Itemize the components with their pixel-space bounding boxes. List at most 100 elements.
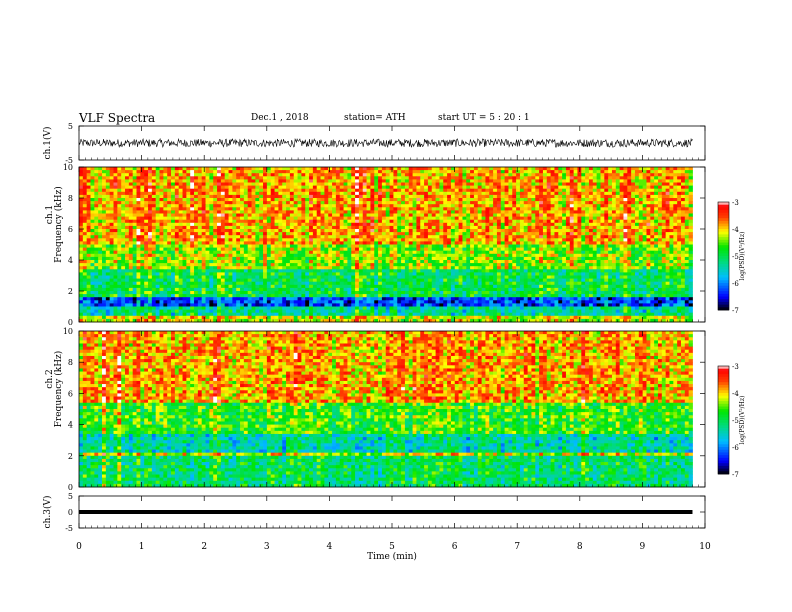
spectrogram-cell — [608, 207, 612, 211]
spectrogram-cell — [627, 241, 631, 245]
spectrogram-cell — [382, 173, 386, 177]
spectrogram-cell — [493, 179, 497, 183]
spectrogram-cell — [282, 214, 286, 218]
spectrogram-cell — [137, 173, 141, 177]
spectrogram-cell — [175, 179, 179, 183]
spectrogram-cell — [190, 245, 194, 249]
spectrogram-cell — [489, 192, 493, 196]
spectrogram-cell — [658, 251, 662, 255]
spectrogram-cell — [186, 186, 190, 190]
spectrogram-cell — [547, 170, 551, 174]
spectrogram-cell — [570, 220, 574, 224]
spectrogram-cell — [236, 235, 240, 239]
spectrogram-cell — [87, 201, 91, 205]
spectrogram-cell — [278, 260, 282, 264]
spectrogram-cell — [501, 241, 505, 245]
spectrogram-cell — [666, 245, 670, 249]
spectrogram-cell — [528, 198, 532, 202]
spectrogram-cell — [543, 238, 547, 242]
spectrogram-cell — [213, 232, 217, 236]
spectrogram-cell — [447, 210, 451, 214]
spectrogram-cell — [106, 226, 110, 230]
spectrogram-cell — [209, 220, 213, 224]
spectrogram-cell — [485, 220, 489, 224]
spectrogram-cell — [252, 245, 256, 249]
spectrogram-cell — [669, 254, 673, 257]
spectrogram-cell — [631, 167, 635, 171]
spectrogram-cell — [593, 223, 597, 227]
spectrogram-cell — [558, 210, 562, 214]
spectrogram-cell — [133, 173, 137, 177]
spectrogram-cell — [539, 167, 543, 171]
spectrogram-cell — [190, 189, 194, 193]
spectrogram-cell — [512, 210, 516, 214]
spectrogram-cell — [294, 189, 298, 193]
spectrogram-cell — [102, 257, 106, 261]
spectrogram-cell — [428, 207, 432, 211]
spectrogram-cell — [156, 198, 160, 202]
spectrogram-cell — [286, 201, 290, 205]
spectrogram-cell — [367, 183, 371, 187]
spectrogram-cell — [581, 170, 585, 174]
spectrogram-cell — [474, 179, 478, 183]
spectrogram-cell — [298, 186, 302, 190]
spectrogram-cell — [685, 241, 689, 245]
spectrogram-cell — [140, 226, 144, 230]
spectrogram-cell — [677, 201, 681, 205]
spectrogram-cell — [662, 198, 666, 202]
spectrogram-cell — [608, 195, 612, 199]
spectrogram-cell — [167, 220, 171, 224]
spectrogram-cell — [401, 179, 405, 183]
spectrogram-cell — [631, 257, 635, 261]
spectrogram-cell — [133, 245, 137, 249]
spectrogram-cell — [436, 179, 440, 183]
spectrogram-cell — [125, 167, 129, 171]
spectrogram-cell — [681, 257, 685, 261]
spectrogram-cell — [259, 254, 263, 257]
spectrogram-cell — [129, 254, 133, 257]
spectrogram-cell — [474, 238, 478, 242]
spectrogram-cell — [566, 248, 570, 252]
spectrogram-cell — [294, 176, 298, 180]
spectrogram-cell — [294, 192, 298, 196]
spectrogram-cell — [259, 204, 263, 208]
spectrogram-cell — [133, 223, 137, 227]
spectrogram-cell — [439, 217, 443, 221]
spectrogram-cell — [290, 198, 294, 202]
spectrogram-cell — [535, 214, 539, 218]
spectrogram-cell — [528, 176, 532, 180]
spectrogram-cell — [217, 183, 221, 187]
spectrogram-cell — [416, 167, 420, 171]
spectrogram-cell — [340, 229, 344, 233]
spectrogram-cell — [317, 245, 321, 249]
spectrogram-cell — [263, 248, 267, 252]
spectrogram-cell — [562, 248, 566, 252]
spectrogram-cell — [413, 241, 417, 245]
spectrogram-cell — [462, 173, 466, 177]
spectrogram-cell — [202, 210, 206, 214]
spectrogram-cell — [382, 245, 386, 249]
spectrogram-cell — [328, 223, 332, 227]
spectrogram-cell — [485, 245, 489, 249]
spectrogram-cell — [535, 220, 539, 224]
spectrogram-cell — [597, 245, 601, 249]
spectrogram-cell — [608, 189, 612, 193]
spectrogram-cell — [133, 248, 137, 252]
spectrogram-cell — [305, 217, 309, 221]
spectrogram-cell — [466, 235, 470, 239]
spectrogram-cell — [654, 176, 658, 180]
spectrogram-cell — [102, 167, 106, 171]
spectrogram-cell — [409, 238, 413, 242]
spectrogram-cell — [658, 235, 662, 239]
spectrogram-cell — [209, 238, 213, 242]
spectrogram-cell — [635, 257, 639, 261]
spectrogram-cell — [324, 232, 328, 236]
spectrogram-cell — [332, 245, 336, 249]
spectrogram-cell — [156, 257, 160, 261]
spectrogram-cell — [133, 235, 137, 239]
spectrogram-cell — [252, 251, 256, 255]
spectrogram-cell — [183, 220, 187, 224]
spectrogram-cell — [428, 173, 432, 177]
spectrogram-cell — [137, 248, 141, 252]
spectrogram-cell — [524, 183, 528, 187]
